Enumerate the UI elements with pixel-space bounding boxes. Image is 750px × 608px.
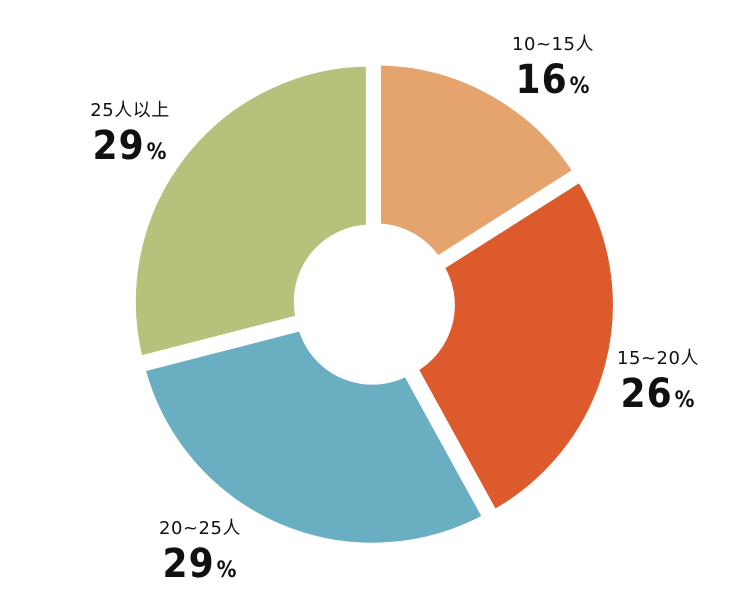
slice-10-15 [370, 55, 586, 269]
percent-unit: % [216, 558, 238, 583]
slice-category-label: 25人以上 [90, 100, 170, 121]
slice-value-label: 29% [92, 123, 168, 169]
slice-value-label: 29% [162, 541, 238, 587]
slice-value-label: 26% [620, 371, 696, 417]
percent-unit: % [674, 388, 696, 413]
slice-label-25-plus: 25人以上 29% [60, 100, 200, 169]
slice-category-label: 15~20人 [617, 348, 699, 369]
slice-25-plus [125, 56, 376, 368]
slice-label-20-25: 20~25人 29% [140, 518, 260, 587]
slice-category-label: 20~25人 [159, 518, 241, 539]
donut-hole [302, 232, 446, 376]
percent-unit: % [569, 74, 591, 99]
slice-value-label: 16% [515, 57, 591, 103]
slice-label-10-15: 10~15人 16% [493, 34, 613, 103]
percent-unit: % [146, 140, 168, 165]
slice-label-15-20: 15~20人 26% [598, 348, 718, 417]
slice-20-25 [133, 319, 495, 553]
slice-category-label: 10~15人 [512, 34, 594, 55]
slice-15-20 [405, 169, 623, 523]
